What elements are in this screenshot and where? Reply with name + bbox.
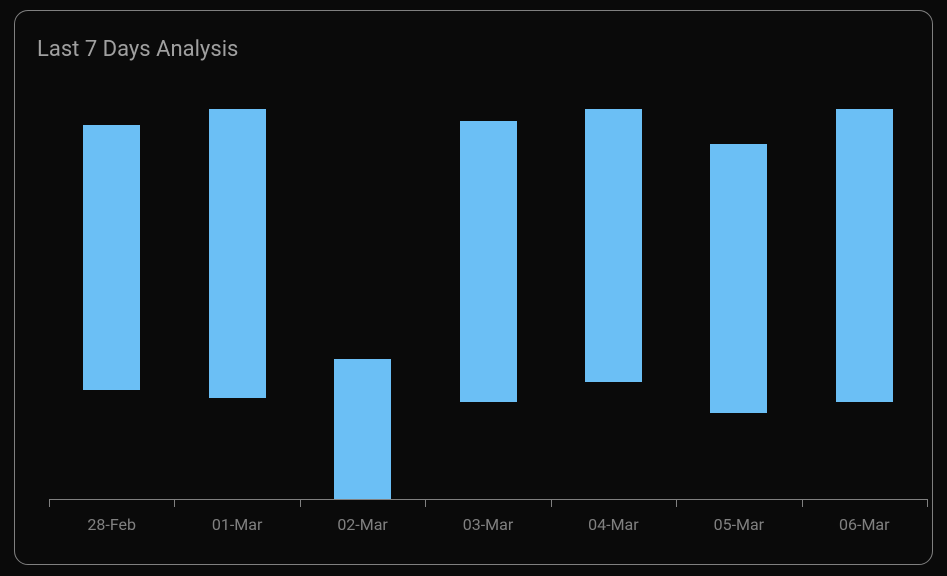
bar [585, 109, 642, 382]
x-tick [551, 499, 552, 507]
x-tick-label: 05-Mar [714, 515, 765, 534]
bar [209, 109, 266, 398]
bar-chart [49, 109, 927, 499]
x-tick [300, 499, 301, 507]
x-axis-line [49, 499, 927, 500]
bar [836, 109, 893, 402]
x-tick-label: 02-Mar [337, 515, 388, 534]
bar [334, 359, 391, 499]
x-tick [802, 499, 803, 507]
bar [83, 125, 140, 390]
x-tick [927, 499, 928, 507]
x-tick-label: 04-Mar [588, 515, 639, 534]
x-tick [174, 499, 175, 507]
bar [710, 144, 767, 413]
bar [460, 121, 517, 402]
x-tick-label: 01-Mar [212, 515, 263, 534]
x-tick-label: 03-Mar [463, 515, 514, 534]
x-tick-label: 28-Feb [87, 515, 136, 534]
x-axis: 28-Feb 01-Mar 02-Mar 03-Mar 04-Mar 05-Mar 06-M… [49, 499, 927, 545]
x-tick [425, 499, 426, 507]
x-tick [676, 499, 677, 507]
card-title: Last 7 Days Analysis [37, 37, 238, 62]
x-tick [49, 499, 50, 507]
analysis-card: Last 7 Days Analysis 28-Feb 01-Mar 02-Mar 0… [14, 10, 933, 565]
x-tick-label: 06-Mar [839, 515, 890, 534]
bars-region [49, 109, 927, 499]
